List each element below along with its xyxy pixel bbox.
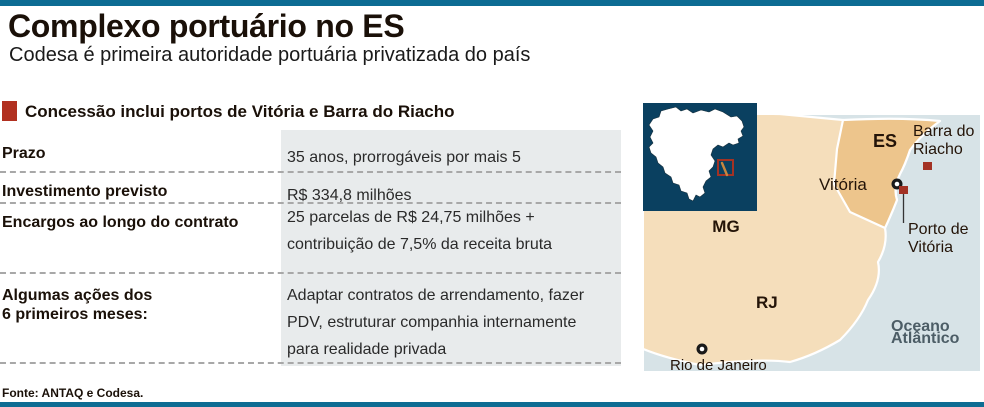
svg-text:Rio de Janeiro: Rio de Janeiro [670, 357, 767, 374]
svg-text:Riacho: Riacho [913, 141, 963, 158]
svg-text:Porto de: Porto de [908, 221, 969, 238]
svg-text:Vitória: Vitória [819, 175, 867, 194]
svg-text:RJ: RJ [756, 293, 778, 312]
svg-text:Vitória: Vitória [908, 239, 953, 256]
svg-text:Atlântico: Atlântico [891, 330, 960, 347]
svg-text:MG: MG [712, 217, 739, 236]
svg-text:ES: ES [873, 131, 897, 151]
svg-text:Barra do: Barra do [913, 123, 974, 140]
